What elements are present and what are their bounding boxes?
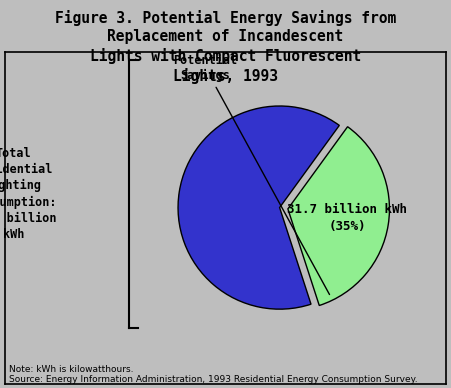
Wedge shape [178,106,339,309]
Text: Total
Residential
Lighting
Consumption:
90.8 billion
kWh: Total Residential Lighting Consumption: … [0,147,56,241]
Text: Figure 3. Potential Energy Savings from
Replacement of Incandescent
Lights with : Figure 3. Potential Energy Savings from … [55,10,396,84]
Text: 31.7 billion kWh
(35%): 31.7 billion kWh (35%) [287,203,407,233]
Text: Note: kWh is kilowatthours.
Source: Energy Information Administration, 1993 Resi: Note: kWh is kilowatthours. Source: Ener… [9,365,418,384]
Wedge shape [288,127,390,305]
Text: Potential
Savings: Potential Savings [174,54,330,294]
